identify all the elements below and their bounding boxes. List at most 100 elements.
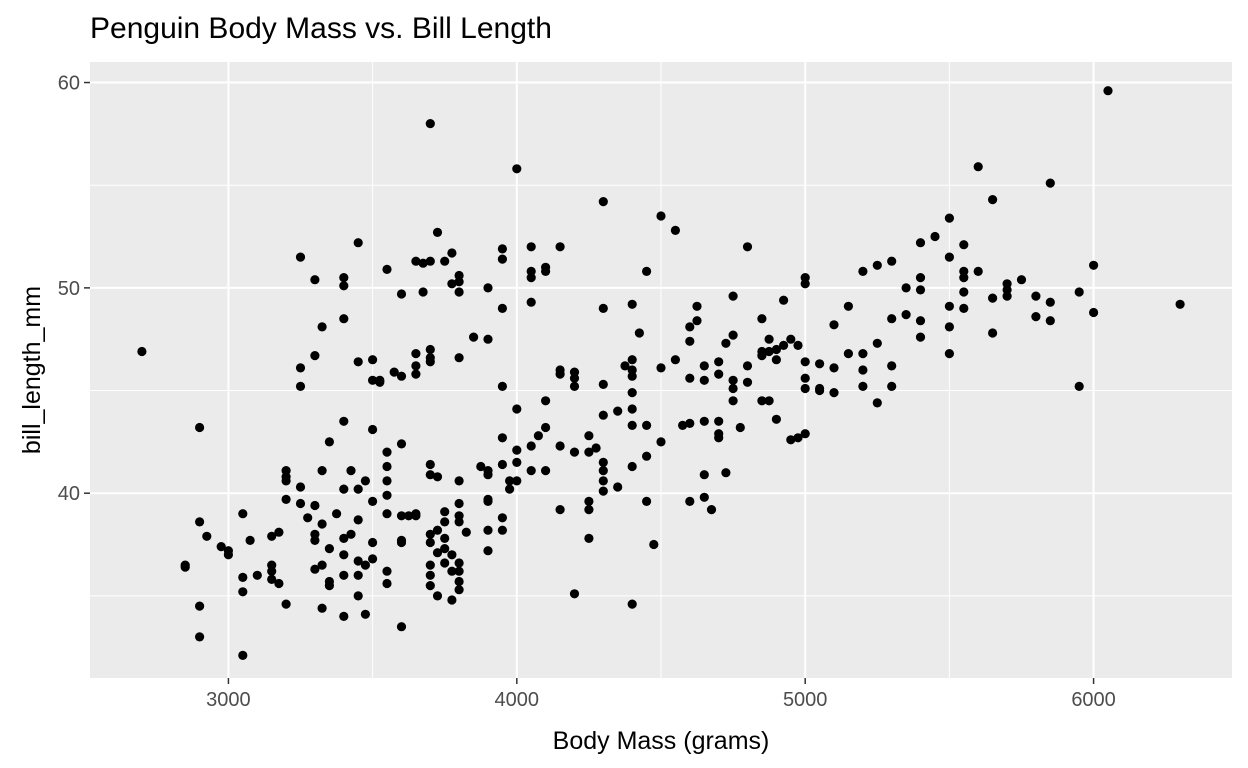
data-point [180,562,190,572]
data-point [447,279,457,289]
data-point [944,301,955,311]
data-point [339,611,349,622]
data-point [800,429,810,439]
data-point [454,566,464,576]
data-point [353,484,363,494]
data-point [425,470,435,480]
data-point [786,435,796,445]
data-point [497,513,507,523]
data-point [692,316,702,326]
data-point [1031,312,1041,322]
data-point [368,424,378,435]
data-point [432,548,443,558]
data-point [396,371,407,381]
data-point [656,211,666,221]
data-point [382,566,392,576]
data-point [771,355,782,365]
data-point [368,496,378,506]
data-point [483,283,493,293]
x-axis-title: Body Mass (grams) [553,727,770,755]
data-point [202,531,212,541]
data-point [411,256,421,266]
data-point [483,496,493,506]
data-point [425,256,435,266]
data-point [627,599,637,609]
data-point [382,447,392,457]
data-point [440,558,450,568]
data-point [685,336,695,346]
data-point [728,291,738,301]
data-point [526,441,536,451]
data-point [353,570,363,580]
data-point [317,560,327,570]
data-point [454,476,464,486]
data-point [1045,316,1055,326]
data-point [317,466,327,476]
data-point [432,591,443,601]
data-point [432,472,443,482]
data-point [764,334,774,344]
data-point [425,344,435,355]
data-point [764,396,774,406]
data-point [382,461,392,472]
data-point [497,525,507,535]
data-point [440,507,450,517]
data-point [497,303,507,313]
data-point [555,505,565,515]
data-point [512,476,522,486]
data-point [382,264,392,274]
data-point [973,266,983,276]
data-point [627,420,637,430]
data-point [382,476,392,486]
data-point [699,375,709,385]
data-point [959,287,969,297]
data-point [317,519,327,529]
data-point [425,529,435,539]
data-points [137,86,1185,661]
data-point [959,240,969,250]
data-point [1103,86,1113,96]
data-point [267,574,277,585]
data-point [339,533,349,544]
data-point [858,381,868,391]
x-axis: 3000 4000 5000 6000 [206,678,1116,711]
data-point [771,344,782,355]
data-point [353,238,363,248]
data-point [310,275,320,285]
data-point [591,443,601,453]
data-point [497,433,507,443]
data-point [642,496,652,506]
data-point [353,515,363,525]
data-point [497,459,507,470]
data-point [339,273,349,283]
data-point [1175,299,1185,309]
data-point [324,437,334,447]
data-point [195,422,205,433]
data-point [418,287,428,297]
data-point [699,492,709,502]
data-point [742,377,753,387]
data-point [829,320,839,330]
data-point [411,361,421,371]
data-point [634,328,645,338]
x-tick-label: 5000 [783,689,828,711]
data-point [887,314,897,324]
data-point [858,349,868,359]
data-point [728,383,738,394]
data-point [411,349,421,359]
data-point [793,340,803,350]
data-point [757,351,767,361]
data-point [526,297,536,307]
data-point [195,632,205,642]
data-point [368,355,378,365]
data-point [346,529,356,539]
data-point [353,591,363,601]
data-point [872,338,882,348]
data-point [339,570,349,580]
data-point [627,371,637,381]
data-point [497,254,507,264]
data-point [742,361,753,371]
data-point [195,517,205,527]
data-point [541,396,551,406]
data-point [872,398,882,408]
